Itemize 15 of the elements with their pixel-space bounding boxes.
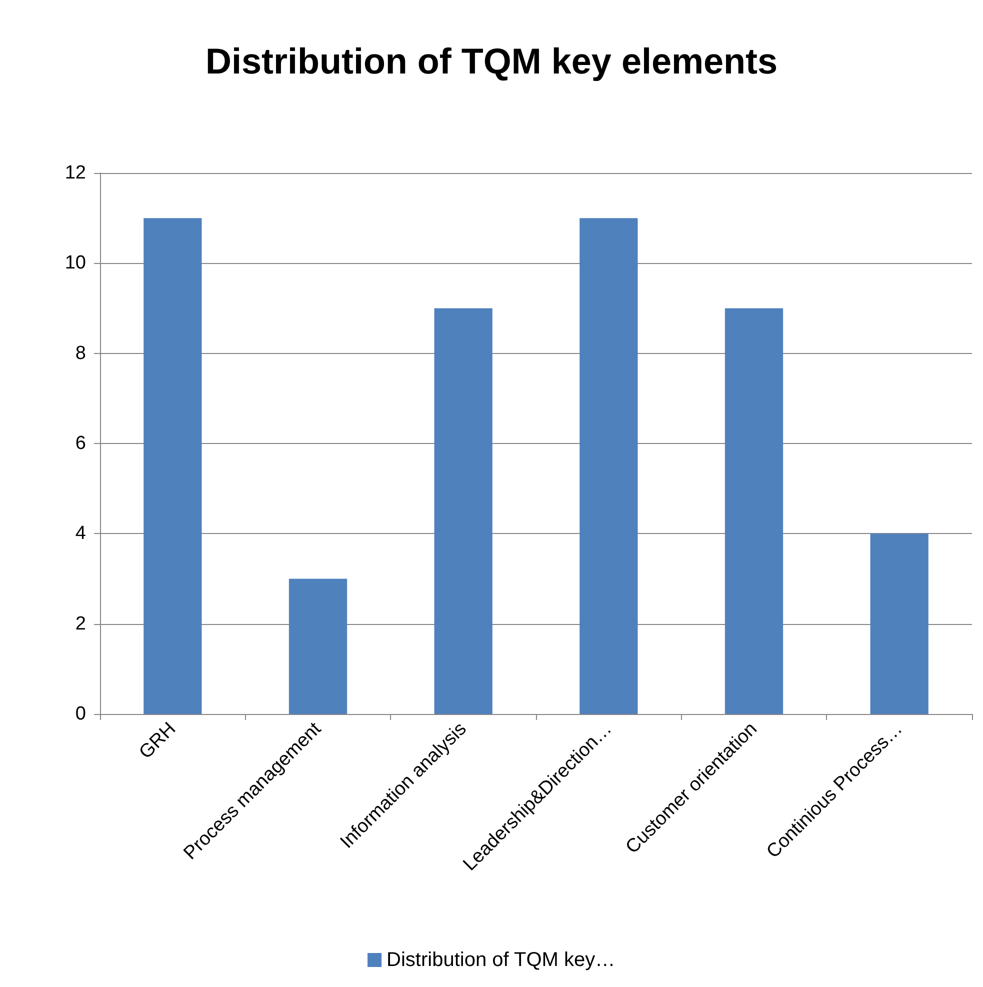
chart-title: Distribution of TQM key elements — [205, 40, 778, 82]
bar — [580, 218, 638, 714]
y-tick-label: 12 — [64, 162, 86, 184]
bar — [434, 308, 492, 714]
bar — [724, 308, 784, 714]
y-tick-label: 2 — [75, 613, 86, 634]
y-tick-label: 0 — [75, 704, 86, 724]
y-tick-label: 4 — [75, 523, 86, 544]
y-tick-label: 6 — [75, 433, 86, 454]
bar — [144, 218, 202, 714]
y-tick-label: 10 — [64, 252, 86, 274]
y-tick-label: 8 — [75, 342, 86, 364]
bar — [870, 534, 928, 714]
legend-label: Distribution of TQM key… — [386, 949, 616, 971]
bar — [288, 578, 348, 714]
